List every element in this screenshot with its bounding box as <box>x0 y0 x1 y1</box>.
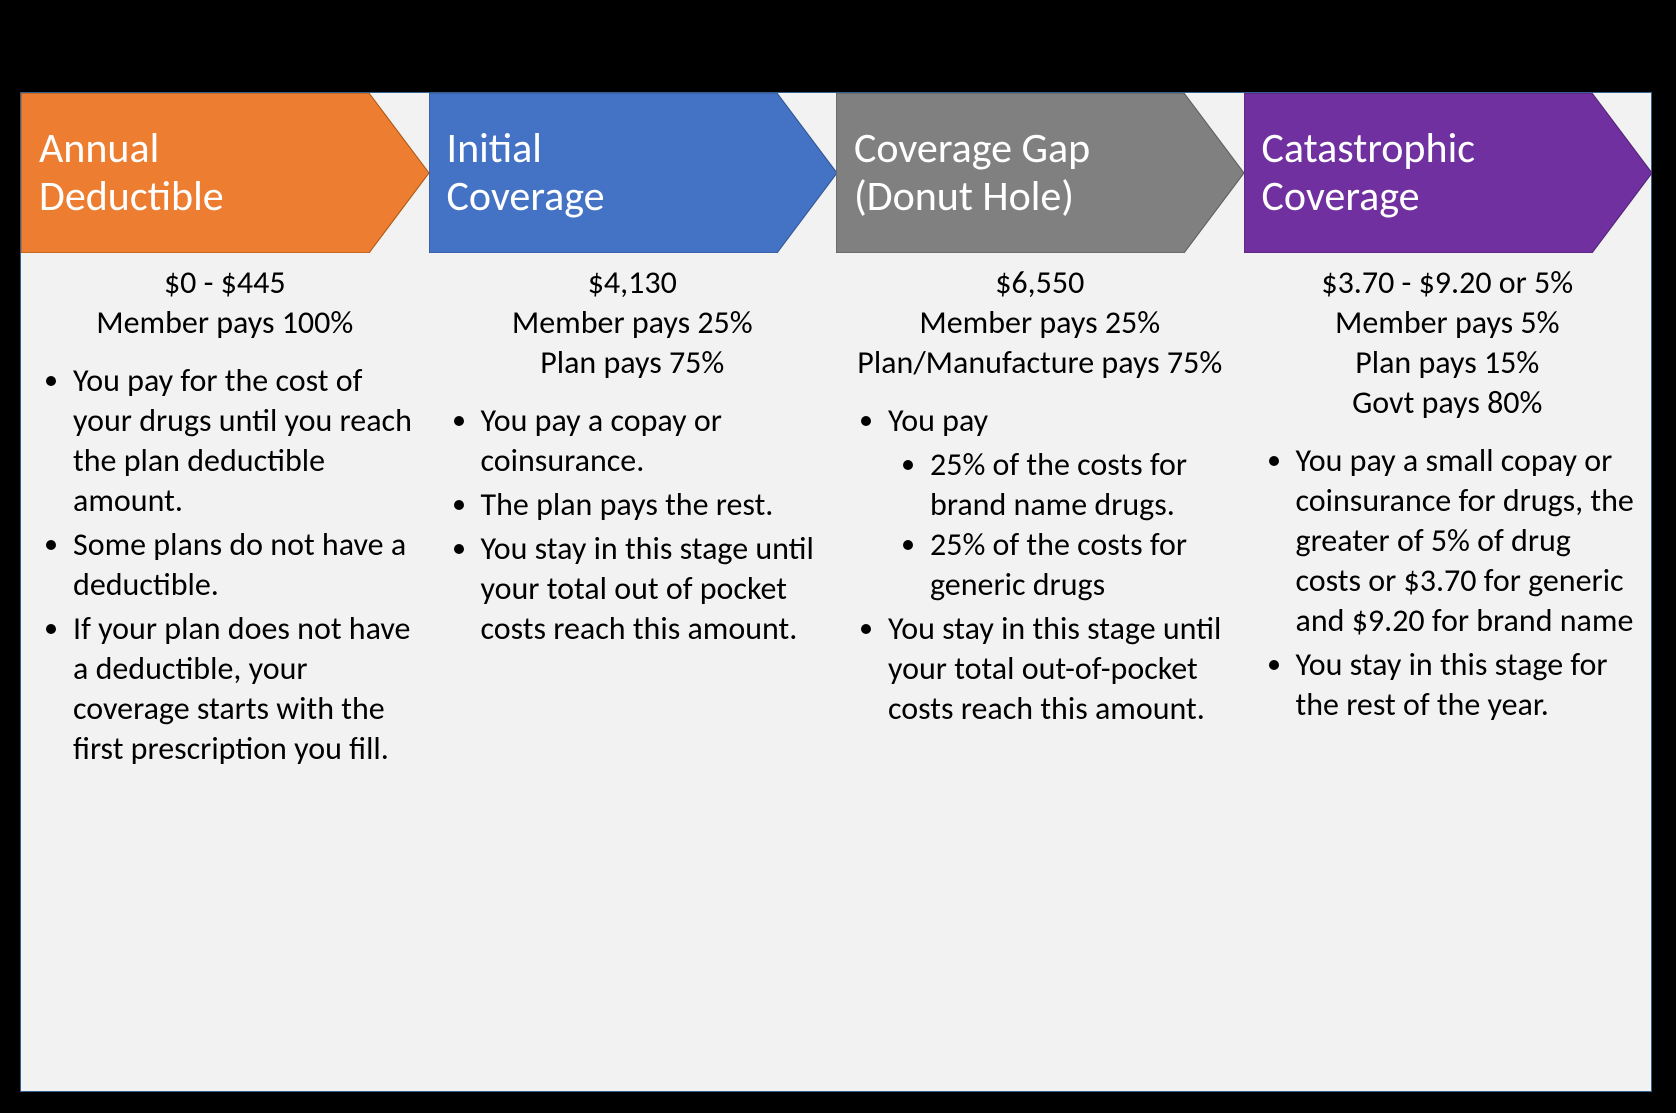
stage-title: Coverage Gap (Donut Hole) <box>854 93 1150 253</box>
stage-arrow: Annual Deductible <box>21 93 429 253</box>
stage-coverage-gap: Coverage Gap (Donut Hole)$6,550 Member p… <box>836 93 1244 1091</box>
stage-bullets: You pay 25% of the costs for brand name d… <box>846 401 1234 729</box>
bullet-item: Some plans do not have a deductible. <box>73 525 419 605</box>
stage-title: Annual Deductible <box>39 93 284 253</box>
bullet-text: You stay in this stage for the rest of t… <box>1296 645 1608 724</box>
stage-annual-deductible: Annual Deductible $0 - $445 Member pays 1… <box>21 93 429 1091</box>
sub-bullet-item: 25% of the costs for generic drugs <box>930 525 1234 605</box>
stage-catastrophic-coverage: Catastrophic Coverage$3.70 - $9.20 or 5%… <box>1244 93 1652 1091</box>
bullet-item: You stay in this stage until your total … <box>481 529 827 649</box>
bullet-item: You pay 25% of the costs for brand name d… <box>888 401 1234 605</box>
stage-title: Initial Coverage <box>447 93 665 253</box>
bullet-item: If your plan does not have a deductible,… <box>73 609 419 769</box>
stage-bullets: You pay for the cost of your drugs until… <box>31 361 419 769</box>
bullet-text: Some plans do not have a deductible. <box>73 525 406 604</box>
stage-initial-coverage: Initial Coverage$4,130 Member pays 25% P… <box>429 93 837 1091</box>
stage-arrow: Catastrophic Coverage <box>1244 93 1652 253</box>
bullet-text: You stay in this stage until your total … <box>481 529 814 648</box>
stage-arrow: Initial Coverage <box>429 93 837 253</box>
stage-bullets: You pay a small copay or coinsurance for… <box>1254 441 1642 725</box>
bullet-item: You pay a small copay or coinsurance for… <box>1296 441 1642 641</box>
bullet-text: You stay in this stage until your total … <box>888 609 1221 728</box>
stage-title: Catastrophic Coverage <box>1262 93 1535 253</box>
bullet-item: The plan pays the rest. <box>481 485 827 525</box>
info-panel: Annual Deductible $0 - $445 Member pays 1… <box>20 92 1652 1092</box>
bullet-item: You stay in this stage until your total … <box>888 609 1234 729</box>
bullet-text: If your plan does not have a deductible,… <box>73 609 410 768</box>
stage-arrow: Coverage Gap (Donut Hole) <box>836 93 1244 253</box>
stage-summary: $4,130 Member pays 25% Plan pays 75% <box>439 263 827 383</box>
bullet-text: You pay a copay or coinsurance. <box>481 401 722 480</box>
bullet-text: You pay for the cost of your drugs until… <box>73 361 412 520</box>
bullet-item: You pay for the cost of your drugs until… <box>73 361 419 521</box>
stage-summary: $3.70 - $9.20 or 5% Member pays 5% Plan … <box>1254 263 1642 423</box>
bullet-text: You pay <box>888 401 988 440</box>
stage-summary: $0 - $445 Member pays 100% <box>31 263 419 343</box>
sub-bullets: 25% of the costs for brand name drugs.25… <box>888 445 1234 605</box>
stage-summary: $6,550 Member pays 25% Plan/Manufacture … <box>846 263 1234 383</box>
bullet-text: The plan pays the rest. <box>481 485 774 524</box>
stage-bullets: You pay a copay or coinsurance. The plan … <box>439 401 827 649</box>
bullet-item: You stay in this stage for the rest of t… <box>1296 645 1642 725</box>
stage-columns: Annual Deductible $0 - $445 Member pays 1… <box>21 93 1651 1091</box>
sub-bullet-item: 25% of the costs for brand name drugs. <box>930 445 1234 525</box>
bullet-item: You pay a copay or coinsurance. <box>481 401 827 481</box>
bullet-text: You pay a small copay or coinsurance for… <box>1296 441 1634 640</box>
